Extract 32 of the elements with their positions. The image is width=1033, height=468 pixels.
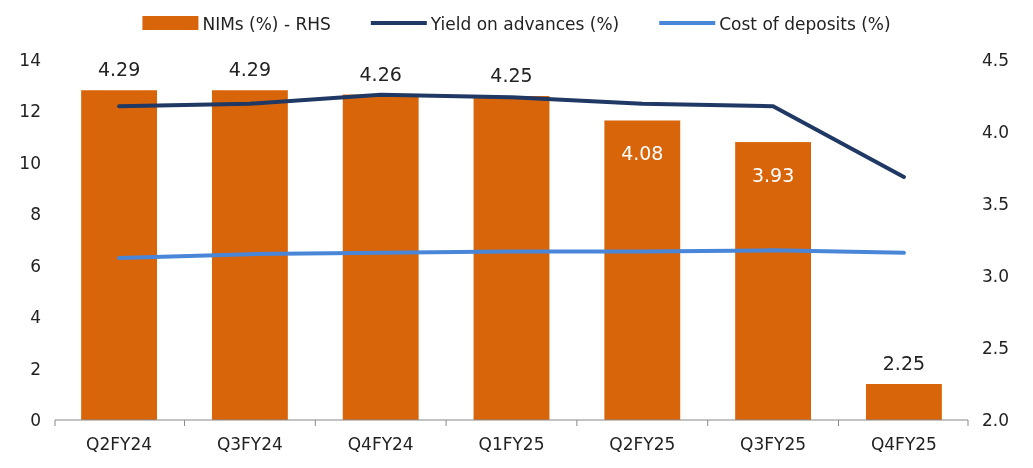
legend-label: NIMs (%) - RHS bbox=[202, 14, 331, 34]
y2-tick-label: 4.5 bbox=[982, 49, 1010, 70]
line-series bbox=[117, 248, 906, 260]
data-label: 4.26 bbox=[359, 62, 402, 85]
y-tick-label: 12 bbox=[19, 101, 41, 122]
x-tick-label: Q3FY24 bbox=[216, 434, 283, 454]
data-label: 4.08 bbox=[621, 142, 664, 165]
y2-tick-label: 2.0 bbox=[982, 409, 1010, 430]
y-tick-label: 2 bbox=[30, 358, 41, 379]
y-tick-label: 10 bbox=[19, 152, 41, 173]
y2-tick-label: 3.5 bbox=[982, 193, 1010, 214]
data-label: 4.29 bbox=[97, 58, 141, 81]
y-tick-label: 6 bbox=[30, 255, 41, 276]
data-label: 4.25 bbox=[490, 64, 533, 86]
y-tick-label: 8 bbox=[30, 204, 41, 225]
x-tick-label: Q3FY25 bbox=[740, 434, 807, 454]
y2-tick-label: 4.0 bbox=[982, 121, 1010, 142]
y-tick-label: 4 bbox=[30, 307, 41, 328]
x-tick-label: Q4FY24 bbox=[347, 434, 414, 454]
legend-label: Yield on advances (%) bbox=[429, 14, 620, 34]
x-tick-label: Q2FY25 bbox=[609, 434, 676, 454]
data-label: 4.29 bbox=[228, 58, 272, 81]
x-tick-label: Q4FY25 bbox=[870, 434, 937, 454]
y2-tick-label: 3.0 bbox=[982, 265, 1010, 286]
legend-label: Cost of deposits (%) bbox=[719, 14, 891, 34]
x-tick-label: Q1FY25 bbox=[478, 434, 545, 454]
y-tick-label: 0 bbox=[30, 409, 41, 430]
x-tick-label: Q2FY24 bbox=[86, 434, 153, 454]
y2-tick-label: 2.5 bbox=[982, 337, 1010, 358]
y-tick-label: 14 bbox=[19, 49, 41, 70]
data-label: 3.93 bbox=[751, 164, 795, 187]
data-label: 2.25 bbox=[882, 352, 926, 374]
